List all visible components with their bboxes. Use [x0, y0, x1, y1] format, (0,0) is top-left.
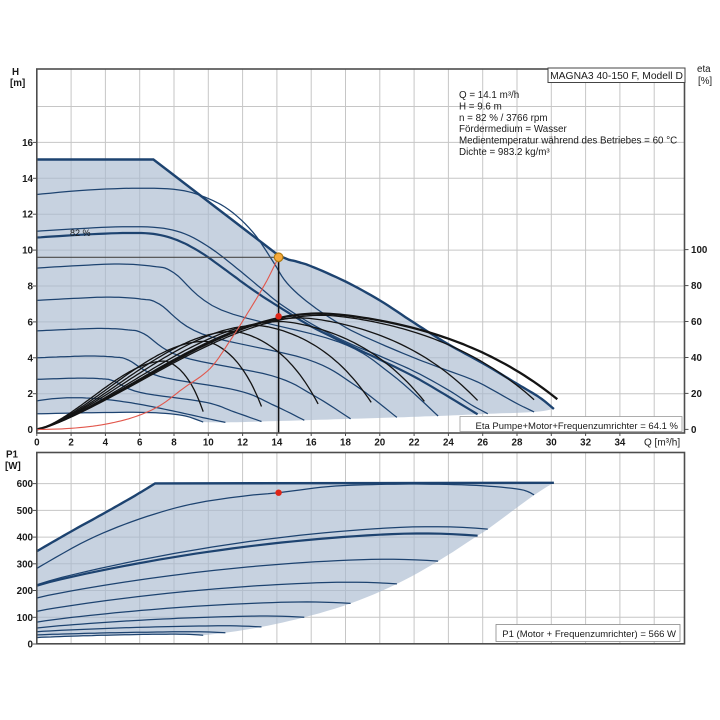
svg-text:600: 600: [17, 479, 34, 490]
svg-text:30: 30: [546, 438, 557, 449]
svg-text:24: 24: [443, 438, 454, 449]
svg-text:Eta Pumpe+Motor+Frequenzumrich: Eta Pumpe+Motor+Frequenzumrichter = 64.1…: [475, 421, 678, 432]
svg-text:4: 4: [103, 438, 109, 449]
svg-text:20: 20: [691, 389, 702, 400]
svg-text:200: 200: [17, 586, 34, 597]
svg-text:H = 9.6 m: H = 9.6 m: [459, 101, 502, 112]
svg-text:Fördermedium = Wasser: Fördermedium = Wasser: [459, 124, 567, 135]
svg-text:82 %: 82 %: [70, 228, 91, 238]
svg-text:12: 12: [237, 438, 248, 449]
svg-text:40: 40: [691, 353, 702, 364]
svg-text:2: 2: [28, 389, 34, 400]
svg-text:8: 8: [28, 282, 34, 293]
svg-text:n = 82 % / 3766 rpm: n = 82 % / 3766 rpm: [459, 113, 548, 124]
svg-text:Dichte = 983.2 kg/m³: Dichte = 983.2 kg/m³: [459, 147, 550, 158]
svg-text:[W]: [W]: [5, 461, 21, 472]
svg-text:6: 6: [28, 317, 34, 328]
svg-text:0: 0: [34, 438, 40, 449]
svg-text:H: H: [12, 67, 19, 78]
svg-text:Q = 14.1 m³/h: Q = 14.1 m³/h: [459, 90, 519, 101]
svg-text:14: 14: [22, 174, 33, 185]
svg-text:MAGNA3 40-150 F, Modell D: MAGNA3 40-150 F, Modell D: [550, 71, 683, 82]
svg-text:26: 26: [477, 438, 488, 449]
svg-text:0: 0: [691, 425, 697, 436]
svg-text:300: 300: [17, 559, 34, 570]
svg-text:[%]: [%]: [698, 76, 712, 87]
svg-text:22: 22: [409, 438, 420, 449]
svg-text:4: 4: [28, 353, 34, 364]
svg-text:20: 20: [374, 438, 385, 449]
svg-text:400: 400: [17, 533, 34, 544]
svg-text:16: 16: [306, 438, 317, 449]
svg-text:14: 14: [271, 438, 282, 449]
svg-text:Q [m³/h]: Q [m³/h]: [644, 438, 680, 449]
svg-text:eta: eta: [697, 64, 711, 75]
svg-text:60: 60: [691, 317, 702, 328]
svg-text:16: 16: [22, 138, 33, 149]
svg-text:10: 10: [22, 246, 33, 257]
svg-text:34: 34: [614, 438, 625, 449]
svg-text:10: 10: [203, 438, 214, 449]
svg-text:500: 500: [17, 506, 34, 517]
svg-text:18: 18: [340, 438, 351, 449]
svg-text:6: 6: [137, 438, 143, 449]
svg-text:80: 80: [691, 281, 702, 292]
svg-text:100: 100: [17, 613, 34, 624]
svg-text:100: 100: [691, 245, 708, 256]
svg-text:12: 12: [22, 210, 33, 221]
svg-text:0: 0: [28, 640, 34, 651]
svg-text:0: 0: [28, 425, 34, 436]
svg-text:P1: P1: [6, 450, 19, 461]
svg-text:P1 (Motor + Frequenzumrichter): P1 (Motor + Frequenzumrichter) = 566 W: [502, 629, 676, 640]
svg-text:Medientemperatur während des B: Medientemperatur während des Betriebes =…: [459, 136, 677, 147]
svg-text:32: 32: [580, 438, 591, 449]
svg-text:2: 2: [68, 438, 74, 449]
svg-text:28: 28: [512, 438, 523, 449]
svg-text:[m]: [m]: [10, 78, 25, 89]
svg-text:8: 8: [171, 438, 177, 449]
